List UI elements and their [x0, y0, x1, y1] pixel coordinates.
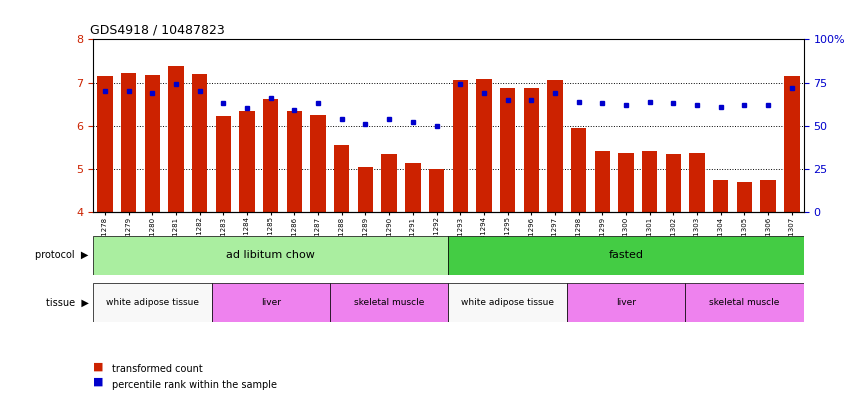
Bar — [93, 283, 212, 322]
Bar — [571, 128, 586, 212]
Bar — [192, 74, 207, 212]
Text: skeletal muscle: skeletal muscle — [354, 298, 425, 307]
Bar — [500, 88, 515, 212]
Bar — [595, 151, 610, 212]
Bar — [737, 182, 752, 212]
Text: protocol  ▶: protocol ▶ — [36, 250, 89, 261]
Bar — [453, 81, 468, 212]
Bar — [93, 236, 448, 275]
Text: ■: ■ — [93, 377, 103, 387]
Text: white adipose tissue: white adipose tissue — [106, 298, 199, 307]
Bar — [618, 152, 634, 212]
Bar — [97, 76, 113, 212]
Bar — [287, 112, 302, 212]
Bar — [784, 76, 799, 212]
Bar — [121, 73, 136, 212]
Bar — [263, 99, 278, 212]
Bar — [448, 236, 804, 275]
Text: skeletal muscle: skeletal muscle — [709, 298, 780, 307]
Text: liver: liver — [261, 298, 281, 307]
Bar — [547, 81, 563, 212]
Text: GDS4918 / 10487823: GDS4918 / 10487823 — [90, 24, 224, 37]
Bar — [405, 162, 420, 212]
Text: fasted: fasted — [608, 250, 644, 261]
Bar — [358, 167, 373, 212]
Bar — [330, 283, 448, 322]
Bar — [476, 79, 492, 212]
Text: percentile rank within the sample: percentile rank within the sample — [112, 380, 277, 390]
Bar — [212, 283, 330, 322]
Text: liver: liver — [616, 298, 636, 307]
Bar — [567, 283, 685, 322]
Bar — [713, 180, 728, 212]
Text: ■: ■ — [93, 362, 103, 371]
Bar — [310, 115, 326, 212]
Bar — [145, 75, 160, 212]
Bar — [334, 145, 349, 212]
Bar — [216, 116, 231, 212]
Bar — [382, 154, 397, 212]
Bar — [429, 169, 444, 212]
Bar — [666, 154, 681, 212]
Bar — [168, 66, 184, 212]
Text: transformed count: transformed count — [112, 364, 202, 375]
Bar — [685, 283, 804, 322]
Bar — [761, 180, 776, 212]
Text: tissue  ▶: tissue ▶ — [46, 298, 89, 308]
Bar — [448, 283, 567, 322]
Bar — [239, 111, 255, 212]
Bar — [689, 152, 705, 212]
Bar — [524, 88, 539, 212]
Bar — [642, 151, 657, 212]
Text: ad libitum chow: ad libitum chow — [226, 250, 316, 261]
Text: white adipose tissue: white adipose tissue — [461, 298, 554, 307]
